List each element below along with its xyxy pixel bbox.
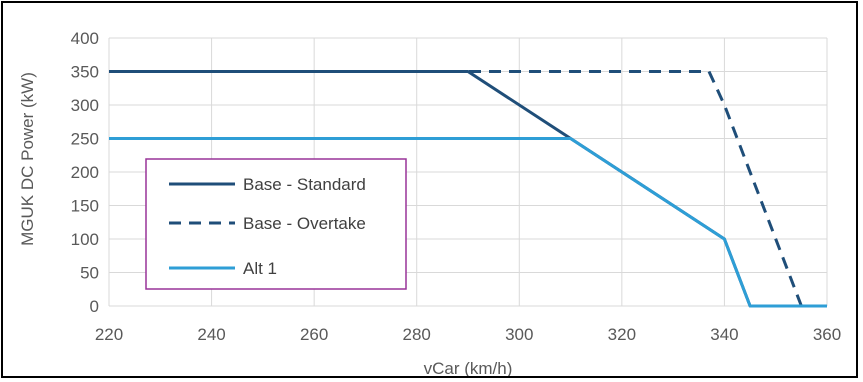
x-tick-label: 280 bbox=[403, 325, 431, 344]
x-tick-label: 240 bbox=[197, 325, 225, 344]
y-tick-label: 100 bbox=[71, 230, 99, 249]
x-tick-label: 220 bbox=[95, 325, 123, 344]
legend-label-1: Base - Standard bbox=[243, 175, 366, 194]
y-tick-label: 400 bbox=[71, 29, 99, 48]
y-tick-label: 300 bbox=[71, 96, 99, 115]
chart: 0 50 100 150 200 250 300 350 400 220 240 260 280 300 3… bbox=[18, 29, 842, 376]
y-tick-label: 350 bbox=[71, 63, 99, 82]
x-tick-label: 300 bbox=[505, 325, 533, 344]
y-tick-label: 0 bbox=[90, 297, 99, 316]
y-axis-title: MGUK DC Power (kW) bbox=[18, 72, 37, 246]
x-tick-label: 360 bbox=[813, 325, 841, 344]
x-tick-label: 260 bbox=[300, 325, 328, 344]
y-tick-label: 250 bbox=[71, 130, 99, 149]
legend: Base - Standard Base - Overtake Alt 1 bbox=[145, 158, 407, 290]
series-line-3 bbox=[109, 137, 827, 308]
x-tick-label: 340 bbox=[710, 325, 738, 344]
y-tick-label: 150 bbox=[71, 197, 99, 216]
axes: 0 50 100 150 200 250 300 350 400 220 240 260 280 300 3… bbox=[71, 29, 842, 344]
y-tick-label: 50 bbox=[80, 264, 99, 283]
legend-label-2: Base - Overtake bbox=[243, 214, 366, 233]
y-tick-label: 200 bbox=[71, 163, 99, 182]
x-tick-label: 320 bbox=[608, 325, 636, 344]
legend-label-3: Alt 1 bbox=[243, 259, 277, 278]
x-axis-title: vCar (km/h) bbox=[424, 359, 513, 376]
series-lines bbox=[109, 70, 827, 308]
